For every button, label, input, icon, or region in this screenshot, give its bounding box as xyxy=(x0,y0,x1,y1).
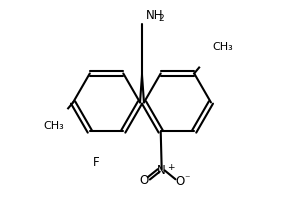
Text: CH₃: CH₃ xyxy=(43,121,64,131)
Text: N: N xyxy=(157,164,166,177)
Text: F: F xyxy=(92,156,99,169)
Text: O: O xyxy=(176,175,185,188)
Text: +: + xyxy=(167,163,174,172)
Text: NH: NH xyxy=(146,9,163,22)
Text: O: O xyxy=(139,174,149,187)
Text: CH₃: CH₃ xyxy=(212,42,233,52)
Text: 2: 2 xyxy=(159,14,164,23)
Text: ⁻: ⁻ xyxy=(184,174,190,184)
